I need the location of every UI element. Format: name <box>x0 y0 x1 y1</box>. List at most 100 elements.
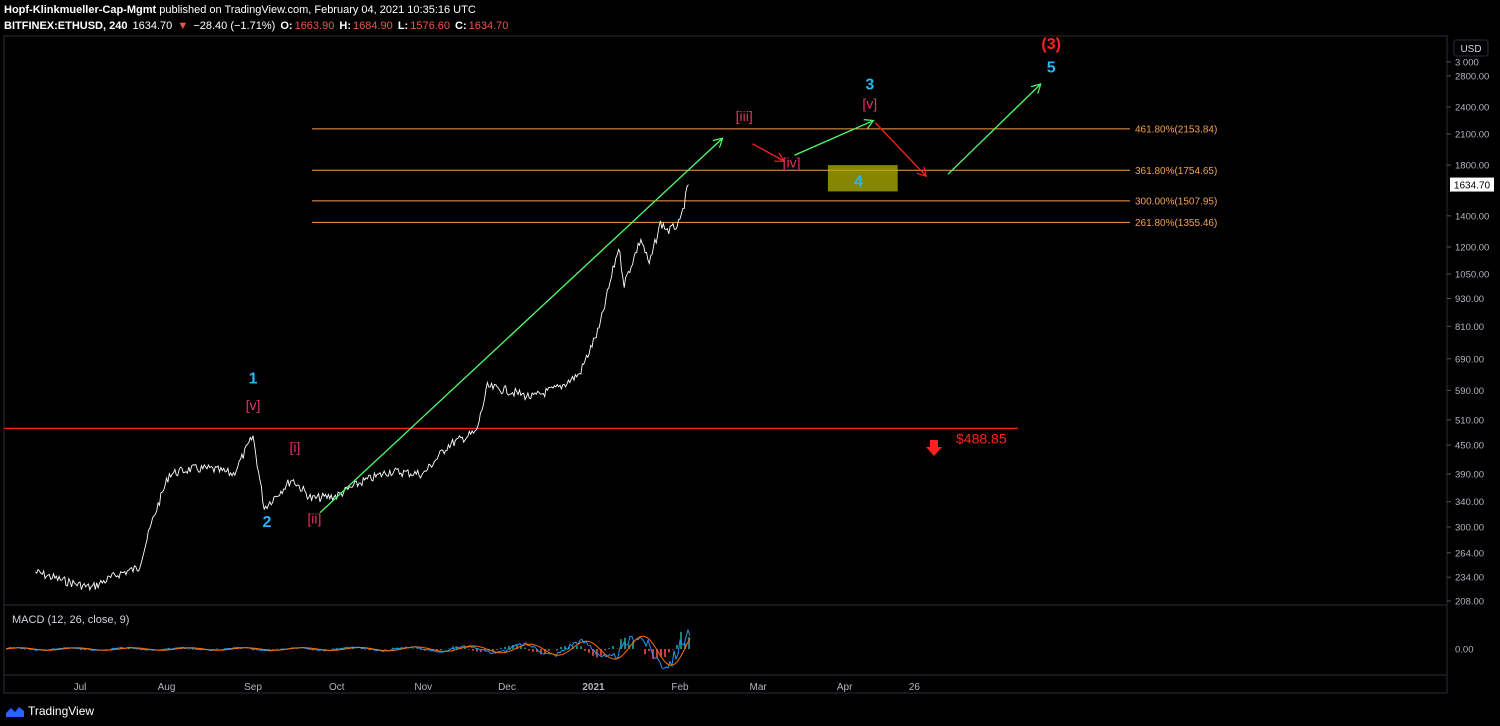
macd-histogram-bar <box>412 648 414 649</box>
high-label: H: <box>339 20 351 32</box>
macd-histogram-bar <box>656 649 658 659</box>
y-tick-label: 2800.00 <box>1455 71 1489 82</box>
fib-level-label: 361.80%(1754.65) <box>1135 166 1217 177</box>
macd-histogram-bar <box>324 649 326 650</box>
y-tick-label: 510.00 <box>1455 415 1484 426</box>
macd-histogram-bar <box>352 648 354 649</box>
y-tick-label: 340.00 <box>1455 497 1484 508</box>
macd-histogram-bar <box>580 646 582 649</box>
macd-histogram-bar <box>688 637 690 649</box>
macd-histogram-bar <box>468 649 470 650</box>
macd-histogram-bar <box>548 649 550 651</box>
low-label: L: <box>397 20 409 32</box>
macd-histogram-bar <box>608 648 610 649</box>
author-name[interactable]: Hopf-Klinkmueller-Cap-Mgmt <box>4 4 157 16</box>
macd-histogram-bar <box>436 649 438 651</box>
macd-histogram-bar <box>516 645 518 649</box>
x-tick-label: Nov <box>414 682 432 693</box>
x-tick-label: Apr <box>837 682 853 693</box>
wave-label: [iii] <box>736 108 753 124</box>
macd-histogram-bar <box>480 649 482 653</box>
macd-histogram-bar <box>648 649 650 651</box>
macd-histogram-bar <box>448 648 450 649</box>
macd-histogram-bar <box>504 646 506 649</box>
macd-histogram-bar <box>52 648 54 649</box>
y-tick-label: 300.00 <box>1455 523 1484 534</box>
macd-histogram-bar <box>524 647 526 649</box>
macd-histogram-bar <box>588 649 590 653</box>
change-arrow-icon: ▼ <box>177 20 189 32</box>
projection-arrow <box>947 85 1040 175</box>
last-price: 1634.70 <box>132 20 173 32</box>
symbol-label[interactable]: BITFINEX:ETHUSD, 240 <box>4 20 128 32</box>
fib-level-label: 461.80%(2153.84) <box>1135 124 1217 135</box>
macd-signal-line <box>5 635 691 666</box>
y-tick-label: 1200.00 <box>1455 243 1489 254</box>
wave-label: 4 <box>854 173 863 190</box>
macd-histogram-bar <box>168 647 170 649</box>
publish-line: Hopf-Klinkmueller-Cap-Mgmt published on … <box>4 2 510 18</box>
last-price-label: 1634.70 <box>1454 181 1491 192</box>
y-tick-label: 810.00 <box>1455 322 1484 333</box>
ohlc-line: BITFINEX:ETHUSD, 240 1634.70 ▼ −28.40 (−… <box>4 18 510 34</box>
macd-histogram-bar <box>592 649 594 656</box>
macd-histogram-bar <box>496 649 498 650</box>
currency-label: USD <box>1460 44 1481 55</box>
target-zone <box>827 165 898 192</box>
macd-histogram-bar <box>420 649 422 650</box>
tradingview-logo-icon <box>6 707 24 717</box>
y-tick-label: 1400.00 <box>1455 211 1489 222</box>
macd-histogram-bar <box>520 645 522 649</box>
x-tick-label: Oct <box>329 682 345 693</box>
wave-label: 5 <box>1047 59 1056 76</box>
brand-footer[interactable]: TradingView <box>6 704 94 718</box>
macd-histogram-bar <box>440 649 442 651</box>
y-tick-label: 590.00 <box>1455 386 1484 397</box>
macd-histogram-bar <box>664 649 666 657</box>
wave-label: 1 <box>249 371 258 388</box>
support-label: $488.85 <box>956 430 1007 446</box>
y-tick-label: 450.00 <box>1455 441 1484 452</box>
macd-histogram-bar <box>672 649 674 650</box>
x-tick-label: 2021 <box>582 682 605 693</box>
projection-arrow <box>752 143 784 161</box>
y-tick-label: 208.00 <box>1455 596 1484 607</box>
macd-histogram-bar <box>24 649 26 650</box>
y-tick-label: 930.00 <box>1455 294 1484 305</box>
price-series-line <box>35 184 689 592</box>
macd-histogram-bar <box>492 649 494 652</box>
macd-histogram-bar <box>80 649 82 650</box>
brand-name: TradingView <box>28 704 95 718</box>
macd-histogram-bar <box>612 646 614 649</box>
macd-histogram-bar <box>528 649 530 651</box>
y-tick-label: 2400.00 <box>1455 103 1489 114</box>
macd-histogram-bar <box>184 648 186 649</box>
projection-arrow <box>319 139 722 514</box>
macd-histogram-bar <box>564 646 566 649</box>
wave-label: [iv] <box>783 154 801 170</box>
macd-histogram-bar <box>644 649 646 655</box>
high-value: 1684.90 <box>353 20 393 32</box>
wave-label: [v] <box>246 397 261 413</box>
y-tick-label: 3 000 <box>1455 57 1479 68</box>
macd-histogram-bar <box>544 649 546 654</box>
x-tick-label: Jul <box>74 682 87 693</box>
wave-label: [i] <box>289 439 300 455</box>
x-tick-label: Dec <box>498 682 516 693</box>
projection-arrow <box>874 122 925 176</box>
macd-histogram-bar <box>384 649 386 650</box>
open-label: O: <box>280 20 293 32</box>
macd-histogram-bar <box>332 648 334 649</box>
macd-histogram-bar <box>508 646 510 649</box>
close-label: C: <box>455 20 467 32</box>
macd-histogram-bar <box>452 646 454 649</box>
macd-histogram-bar <box>476 649 478 652</box>
macd-histogram-bar <box>164 648 166 649</box>
x-tick-label: 26 <box>909 682 921 693</box>
macd-histogram-bar <box>216 648 218 649</box>
macd-y-tick: 0.00 <box>1455 645 1474 656</box>
macd-title: MACD (12, 26, close, 9) <box>12 614 129 626</box>
wave-label: 2 <box>263 514 272 531</box>
macd-histogram-bar <box>596 649 598 658</box>
